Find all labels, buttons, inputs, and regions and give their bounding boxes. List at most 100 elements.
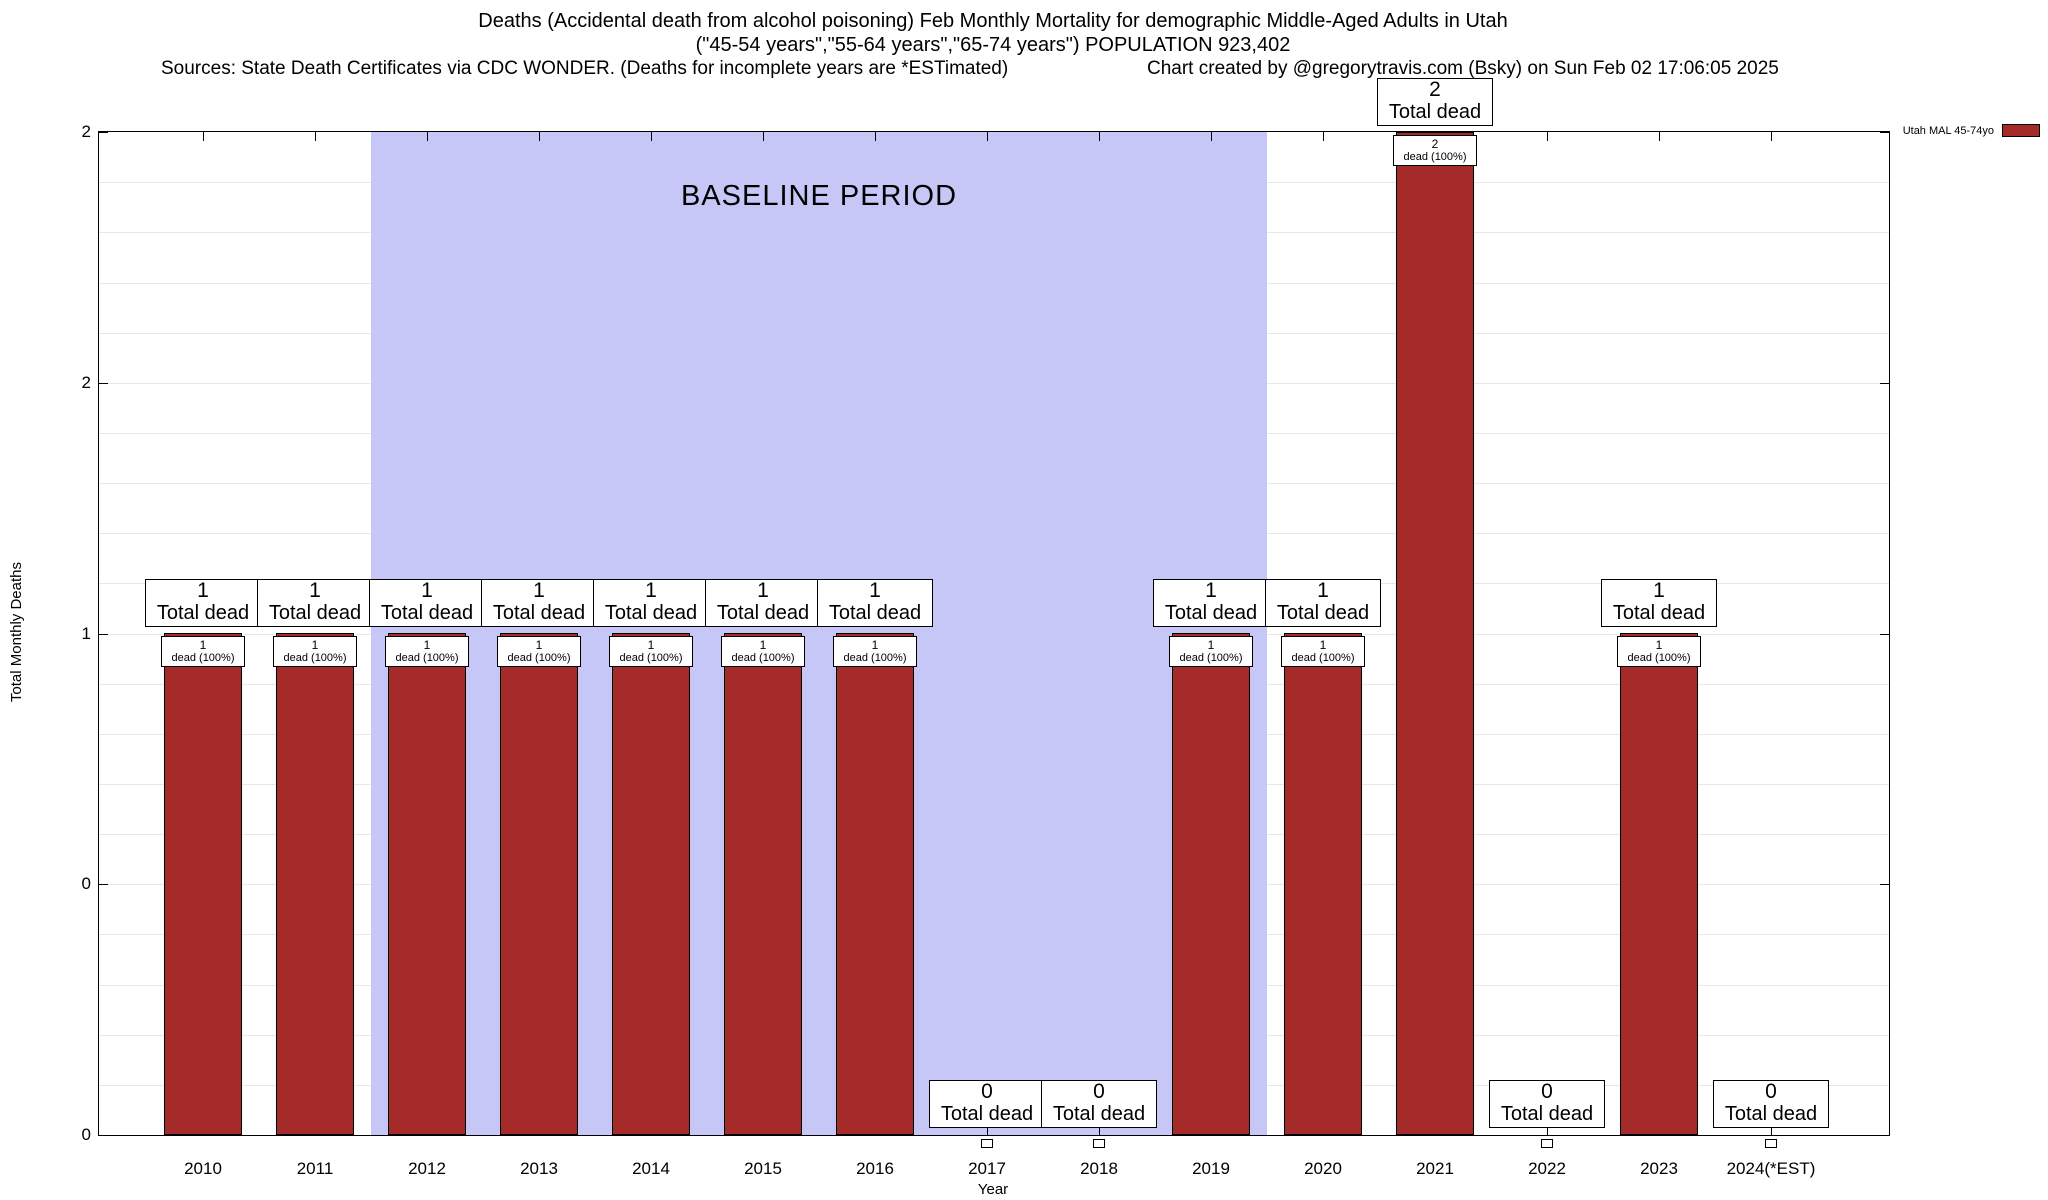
total-text: Total dead <box>1052 1103 1146 1125</box>
total-label-2011: 1 Total dead <box>257 579 373 627</box>
x-tick <box>875 132 876 141</box>
x-tick-label-2023: 2023 <box>1640 1159 1678 1178</box>
pct-text: dead (100%) <box>843 652 907 664</box>
x-tick <box>987 132 988 141</box>
total-count: 1 <box>757 579 769 602</box>
bar-2020 <box>1284 633 1362 1135</box>
pct-label-2011: 1 dead (100%) <box>273 636 357 667</box>
x-tick <box>763 132 764 141</box>
y-tick-label: 2 <box>81 372 91 392</box>
total-text: Total dead <box>716 602 810 624</box>
total-count: 1 <box>1653 579 1665 602</box>
zero-bar-marker-2022 <box>1541 1139 1553 1148</box>
pct-label-2020: 1 dead (100%) <box>1281 636 1365 667</box>
total-count: 1 <box>1205 579 1217 602</box>
zero-bar-marker-2017 <box>981 1139 993 1148</box>
y-tick <box>99 382 108 384</box>
total-count: 1 <box>533 579 545 602</box>
pct-text: dead (100%) <box>1179 652 1243 664</box>
x-tick <box>1211 132 1212 141</box>
pct-count: 1 <box>871 638 879 652</box>
total-label-2020: 1 Total dead <box>1265 579 1381 627</box>
chart-title: Deaths (Accidental death from alcohol po… <box>478 10 1508 32</box>
bar-2023 <box>1620 633 1698 1135</box>
baseline-label: BASELINE PERIOD <box>680 180 958 212</box>
sources-note: Sources: State Death Certificates via CD… <box>161 58 1009 79</box>
total-count: 1 <box>197 579 209 602</box>
bar-2021 <box>1396 132 1474 1135</box>
pct-text: dead (100%) <box>1403 151 1467 163</box>
total-label-2012: 1 Total dead <box>369 579 485 627</box>
bar-2015 <box>724 633 802 1135</box>
credit-note: Chart created by @gregorytravis.com (Bsk… <box>1147 58 1779 79</box>
total-label-2023: 1 Total dead <box>1601 579 1717 627</box>
pct-label-2023: 1 dead (100%) <box>1617 636 1701 667</box>
y-tick <box>99 633 108 635</box>
x-tick <box>1547 1126 1548 1135</box>
total-count: 1 <box>421 579 433 602</box>
total-text: Total dead <box>380 602 474 624</box>
bar-2012 <box>388 633 466 1135</box>
x-tick-label-2010: 2010 <box>184 1159 222 1178</box>
pct-label-2012: 1 dead (100%) <box>385 636 469 667</box>
pct-count: 1 <box>1319 638 1327 652</box>
y-tick <box>1880 1135 1889 1136</box>
y-tick-label: 2 <box>81 122 91 141</box>
x-tick <box>427 132 428 141</box>
total-text: Total dead <box>940 1103 1034 1125</box>
legend-label: Utah MAL 45-74yo <box>1902 124 1994 137</box>
total-text: Total dead <box>1500 1103 1594 1125</box>
total-text: Total dead <box>1276 602 1370 624</box>
x-tick-label-2022: 2022 <box>1528 1159 1566 1178</box>
pct-text: dead (100%) <box>283 652 347 664</box>
bar-2014 <box>612 633 690 1135</box>
x-tick <box>1771 1126 1772 1135</box>
total-label-2019: 1 Total dead <box>1153 579 1269 627</box>
bar-2019 <box>1172 633 1250 1135</box>
x-tick <box>987 1126 988 1135</box>
total-text: Total dead <box>268 602 362 624</box>
total-count: 1 <box>645 579 657 602</box>
total-label-2021: 2 Total dead <box>1377 78 1493 126</box>
total-label-2017: 0 Total dead <box>929 1080 1045 1128</box>
total-count: 1 <box>869 579 881 602</box>
pct-label-2010: 1 dead (100%) <box>161 636 245 667</box>
pct-count: 1 <box>423 638 431 652</box>
pct-count: 1 <box>759 638 767 652</box>
total-text: Total dead <box>156 602 250 624</box>
plot-area: BASELINE PERIOD 0 0 1 2 2 2010 1 Total dead 1 dea… <box>82 78 1890 1178</box>
x-tick-label-2012: 2012 <box>408 1159 446 1178</box>
pct-label-2021: 2 dead (100%) <box>1393 135 1477 166</box>
legend: Utah MAL 45-74yo <box>1903 124 2040 137</box>
total-count: 0 <box>981 1080 993 1103</box>
pct-count: 1 <box>1655 638 1663 652</box>
x-tick-label-2015: 2015 <box>744 1159 782 1178</box>
total-label-2013: 1 Total dead <box>481 579 597 627</box>
pct-label-2013: 1 dead (100%) <box>497 636 581 667</box>
total-label-2024(*EST): 0 Total dead <box>1713 1080 1829 1128</box>
y-axis-title: Total Monthly Deaths <box>4 131 28 1134</box>
pct-label-2019: 1 dead (100%) <box>1169 636 1253 667</box>
y-tick-label: 1 <box>81 623 91 643</box>
total-label-2022: 0 Total dead <box>1489 1080 1605 1128</box>
x-tick-label-2020: 2020 <box>1304 1159 1342 1178</box>
total-text: Total dead <box>1164 602 1258 624</box>
x-tick <box>203 132 204 141</box>
pct-text: dead (100%) <box>507 652 571 664</box>
x-tick-label-2013: 2013 <box>520 1159 558 1178</box>
pct-count: 1 <box>199 638 207 652</box>
pct-text: dead (100%) <box>619 652 683 664</box>
total-text: Total dead <box>604 602 698 624</box>
total-count: 0 <box>1541 1080 1553 1103</box>
x-tick-label-2021: 2021 <box>1416 1159 1454 1178</box>
y-tick-label: 0 <box>81 1125 91 1144</box>
x-tick-label-2014: 2014 <box>632 1159 670 1178</box>
zero-bar-marker-2018 <box>1093 1139 1105 1148</box>
x-tick <box>1323 132 1324 141</box>
pct-label-2016: 1 dead (100%) <box>833 636 917 667</box>
pct-label-2015: 1 dead (100%) <box>721 636 805 667</box>
y-tick <box>1880 382 1889 384</box>
total-count: 2 <box>1429 78 1441 101</box>
x-tick <box>1099 1126 1100 1135</box>
